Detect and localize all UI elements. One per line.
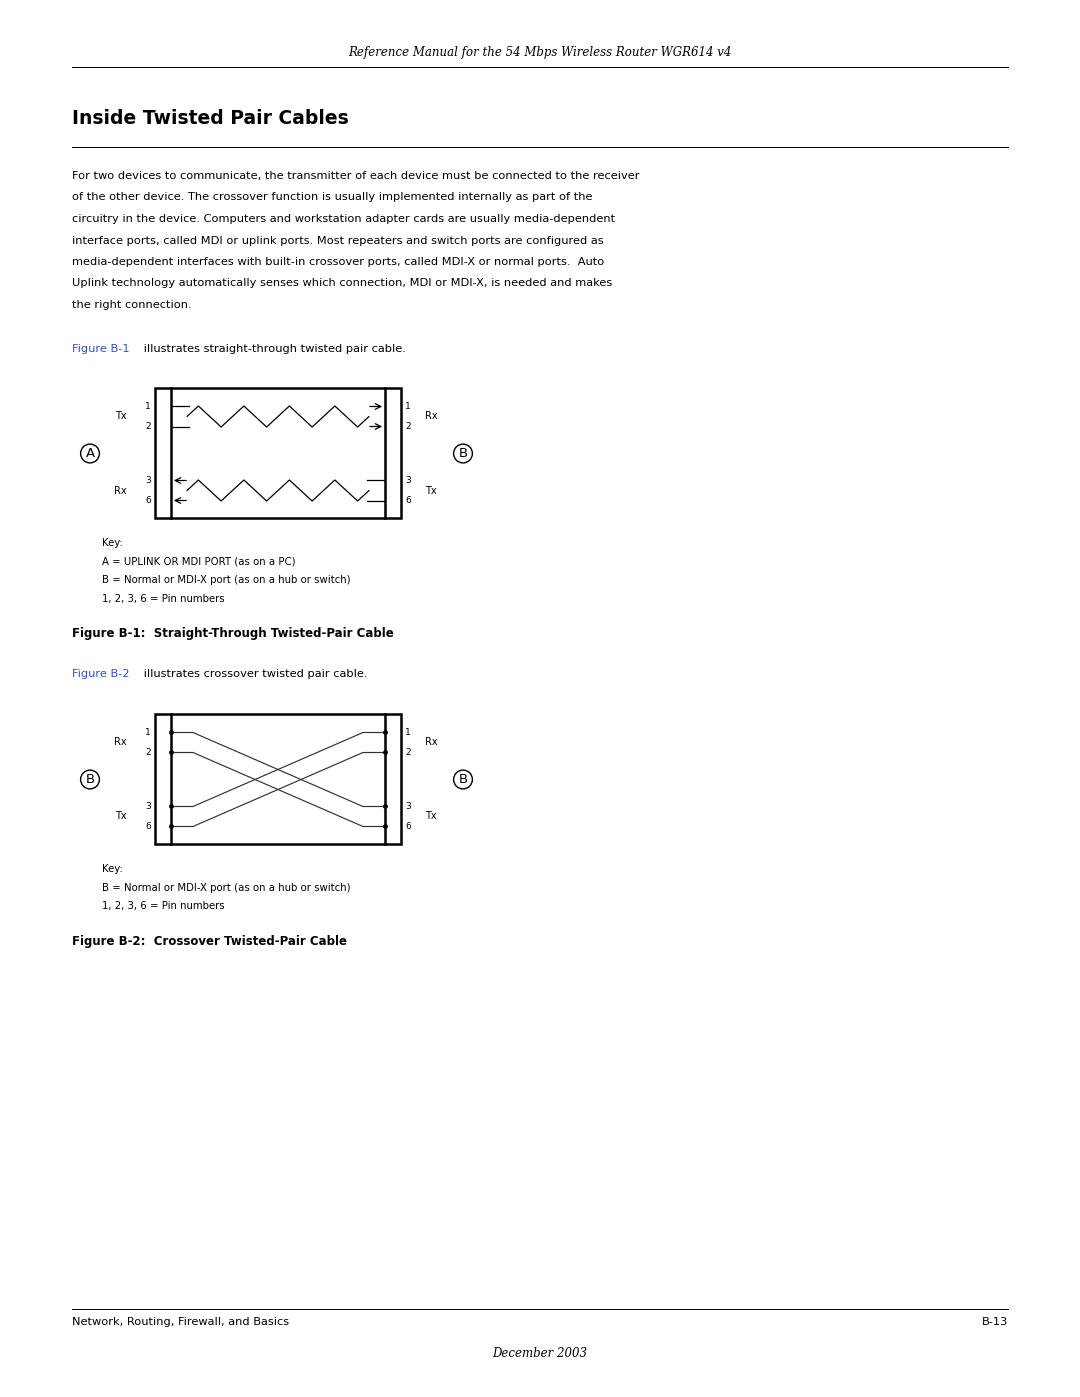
Text: 1: 1 (145, 402, 151, 411)
Text: Tx: Tx (116, 812, 127, 821)
Text: 2: 2 (146, 422, 151, 432)
Text: the right connection.: the right connection. (72, 300, 191, 310)
Text: Tx: Tx (116, 412, 127, 422)
Text: Figure B-1:  Straight-Through Twisted-Pair Cable: Figure B-1: Straight-Through Twisted-Pai… (72, 627, 394, 640)
Text: Uplink technology automatically senses which connection, MDI or MDI-X, is needed: Uplink technology automatically senses w… (72, 278, 612, 289)
Text: B: B (85, 773, 95, 787)
Text: Network, Routing, Firewall, and Basics: Network, Routing, Firewall, and Basics (72, 1317, 289, 1327)
Text: of the other device. The crossover function is usually implemented internally as: of the other device. The crossover funct… (72, 193, 593, 203)
Text: illustrates crossover twisted pair cable.: illustrates crossover twisted pair cable… (140, 669, 367, 679)
Text: Figure B-2:  Crossover Twisted-Pair Cable: Figure B-2: Crossover Twisted-Pair Cable (72, 935, 347, 949)
Text: 6: 6 (145, 821, 151, 831)
Text: 1: 1 (405, 402, 410, 411)
Text: Figure B-2: Figure B-2 (72, 669, 130, 679)
Text: December 2003: December 2003 (492, 1347, 588, 1361)
Text: Rx: Rx (426, 738, 437, 747)
Text: Key:: Key: (102, 538, 123, 549)
Text: B-13: B-13 (982, 1317, 1008, 1327)
Text: 2: 2 (405, 747, 410, 757)
Text: 6: 6 (405, 821, 410, 831)
Text: interface ports, called MDI or uplink ports. Most repeaters and switch ports are: interface ports, called MDI or uplink po… (72, 236, 604, 246)
Text: Tx: Tx (426, 486, 436, 496)
Text: media-dependent interfaces with built-in crossover ports, called MDI-X or normal: media-dependent interfaces with built-in… (72, 257, 604, 267)
Text: Rx: Rx (114, 738, 127, 747)
Text: 2: 2 (146, 747, 151, 757)
Text: 1: 1 (405, 728, 410, 738)
Text: Inside Twisted Pair Cables: Inside Twisted Pair Cables (72, 109, 349, 129)
Text: A = UPLINK OR MDI PORT (as on a PC): A = UPLINK OR MDI PORT (as on a PC) (102, 557, 296, 567)
Text: A: A (85, 447, 95, 460)
Text: 1, 2, 3, 6 = Pin numbers: 1, 2, 3, 6 = Pin numbers (102, 901, 225, 911)
FancyBboxPatch shape (384, 714, 401, 845)
Text: Tx: Tx (426, 812, 436, 821)
Text: B: B (458, 773, 468, 787)
Text: circuitry in the device. Computers and workstation adapter cards are usually med: circuitry in the device. Computers and w… (72, 214, 616, 224)
FancyBboxPatch shape (156, 388, 171, 518)
FancyBboxPatch shape (384, 388, 401, 518)
Text: 1: 1 (145, 728, 151, 738)
Text: 3: 3 (405, 802, 410, 812)
Text: B = Normal or MDI-X port (as on a hub or switch): B = Normal or MDI-X port (as on a hub or… (102, 576, 351, 585)
Text: Figure B-1: Figure B-1 (72, 344, 130, 353)
Text: 6: 6 (405, 496, 410, 504)
Text: B: B (458, 447, 468, 460)
Text: Reference Manual for the 54 Mbps Wireless Router WGR614 v4: Reference Manual for the 54 Mbps Wireles… (349, 46, 731, 59)
Text: 3: 3 (405, 476, 410, 485)
Text: Key:: Key: (102, 865, 123, 875)
Text: 3: 3 (145, 802, 151, 812)
Text: B = Normal or MDI-X port (as on a hub or switch): B = Normal or MDI-X port (as on a hub or… (102, 883, 351, 893)
Text: illustrates straight-through twisted pair cable.: illustrates straight-through twisted pai… (140, 344, 406, 353)
Text: 3: 3 (145, 476, 151, 485)
Text: 2: 2 (405, 422, 410, 432)
Text: For two devices to communicate, the transmitter of each device must be connected: For two devices to communicate, the tran… (72, 170, 639, 182)
FancyBboxPatch shape (156, 714, 171, 845)
Text: 1, 2, 3, 6 = Pin numbers: 1, 2, 3, 6 = Pin numbers (102, 594, 225, 604)
Text: Rx: Rx (114, 486, 127, 496)
Text: Rx: Rx (426, 412, 437, 422)
Text: 6: 6 (145, 496, 151, 504)
